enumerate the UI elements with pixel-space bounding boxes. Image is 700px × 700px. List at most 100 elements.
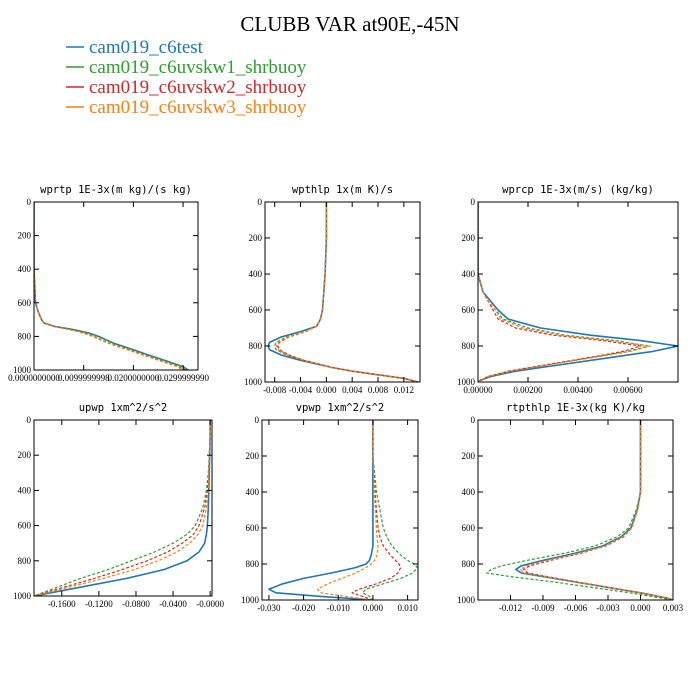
x-tick-label: 0.0200000000 [108,373,160,383]
x-tick-label: 0.00600 [613,385,643,395]
series-line-3 [34,202,186,370]
series-line-1 [34,202,189,370]
figure-title: CLUBB VAR at90E,-45N [240,12,459,36]
x-tick-label: -0.0400 [159,599,187,609]
x-tick-label: -0.012 [499,603,522,613]
y-tick-label: 400 [18,485,32,495]
y-tick-label: 600 [246,523,260,533]
series-line-3 [34,420,211,596]
legend-entry: cam019_c6test [89,37,204,58]
x-tick-label: 0.003 [663,603,684,613]
y-tick-label: 0 [27,197,32,207]
y-tick-label: 1000 [13,365,32,375]
panel-title: vpwp 1xm^2/s^2 [296,402,385,414]
panel-5: vpwp 1xm^2/s^2 0 200 400 600 800 1000-0.030 -0.… [241,402,419,613]
x-tick-label: 0.000 [630,603,651,613]
y-tick-label: 0 [255,415,260,425]
x-tick-label: -0.030 [257,603,281,613]
x-tick-label: 0.00400 [563,385,593,395]
y-tick-label: 600 [18,521,32,531]
y-tick-label: 0 [471,415,476,425]
series-line-1 [515,420,673,600]
x-tick-label: 0.0099999998 [58,373,110,383]
panel-title: wpthlp 1x(m K)/s [292,184,393,196]
series-line-3 [478,202,642,382]
series-line-4 [519,420,673,600]
series-line-4 [316,420,379,600]
y-tick-label: 800 [18,331,32,341]
plot-frame [33,201,199,371]
plot-frame [477,201,679,383]
panels: wprtp 1E-3x(m kg)/(s kg) 0 200 400 600 800 100… [8,184,684,613]
legend-entry: cam019_c6uvskw1_shrbuoy [89,57,307,78]
panel-title: rtpthlp 1E-3x(kg K)/kg [506,402,645,414]
series-line-2 [486,420,673,600]
x-tick-label: 0.000 [363,603,384,613]
x-tick-label: 0.010 [397,603,418,613]
series-line-1 [268,420,374,600]
series-line-4 [276,202,419,382]
y-tick-label: 200 [462,233,476,243]
series-line-2 [361,420,418,600]
y-tick-label: 800 [462,559,476,569]
y-tick-label: 400 [462,269,476,279]
y-tick-label: 1000 [241,595,260,605]
y-tick-label: 200 [246,451,260,461]
y-tick-label: 1000 [244,377,263,387]
x-tick-label: 0.000 [316,385,337,395]
x-tick-label: 0.0000000000 [8,373,60,383]
legend-entry: cam019_c6uvskw3_shrbuoy [89,97,307,118]
y-tick-label: 200 [462,451,476,461]
x-tick-label: -0.0800 [122,599,150,609]
series-line-3 [522,420,673,600]
legend-entry: cam019_c6uvskw2_shrbuoy [89,77,307,98]
plot-frame [261,419,419,601]
series-line-4 [34,202,184,370]
series-line-2 [274,202,419,382]
series-line-4 [34,420,211,596]
plot-frame [264,201,421,383]
series-line-1 [478,202,678,382]
y-tick-label: 600 [462,305,476,315]
x-tick-label: -0.008 [263,385,287,395]
y-tick-label: 800 [18,556,32,566]
y-tick-label: 400 [249,269,263,279]
x-tick-label: -0.006 [564,603,588,613]
y-tick-label: 1000 [457,595,476,605]
y-tick-label: 0 [27,415,32,425]
y-tick-label: 800 [462,341,476,351]
y-tick-label: 400 [18,264,32,274]
y-tick-label: 1000 [457,377,476,387]
panel-title: upwp 1xm^2/s^2 [79,402,168,414]
y-tick-label: 600 [18,298,32,308]
plot-frame [33,419,213,597]
panel-title: wprcp 1E-3x(m/s) (kg/kg) [502,184,654,196]
plot-frame [477,419,674,601]
x-tick-label: -0.1600 [48,599,76,609]
y-tick-label: 400 [246,487,260,497]
panel-1: wprtp 1E-3x(m kg)/(s kg) 0 200 400 600 800 100… [8,184,209,383]
x-tick-label: -0.003 [596,603,620,613]
series-line-2 [34,202,189,370]
x-tick-label: -0.0000 [196,599,224,609]
y-tick-label: 600 [249,305,263,315]
panel-2: wpthlp 1x(m K)/s 0 200 400 600 800 1000-0.008-… [244,184,421,395]
y-tick-label: 0 [258,197,263,207]
y-tick-label: 200 [249,233,263,243]
panel-3: wprcp 1E-3x(m/s) (kg/kg) 0 200 400 600 800 100… [457,184,679,395]
y-tick-label: 1000 [13,591,32,601]
y-tick-label: 600 [462,523,476,533]
panel-6: rtpthlp 1E-3x(kg K)/kg 0 200 400 600 800 1000 -… [457,402,684,613]
x-tick-label: 0.0299999990 [157,373,209,383]
y-tick-label: 400 [462,487,476,497]
series-line-4 [478,202,652,382]
x-tick-label: -0.020 [292,603,316,613]
series-line-3 [277,202,419,382]
y-tick-label: 200 [18,231,32,241]
x-tick-label: 0.012 [394,385,414,395]
y-tick-label: 800 [249,341,263,351]
series-line-3 [351,420,402,600]
legend: cam019_c6testcam019_c6uvskw1_shrbuoycam0… [66,37,307,118]
y-tick-label: 0 [471,197,476,207]
